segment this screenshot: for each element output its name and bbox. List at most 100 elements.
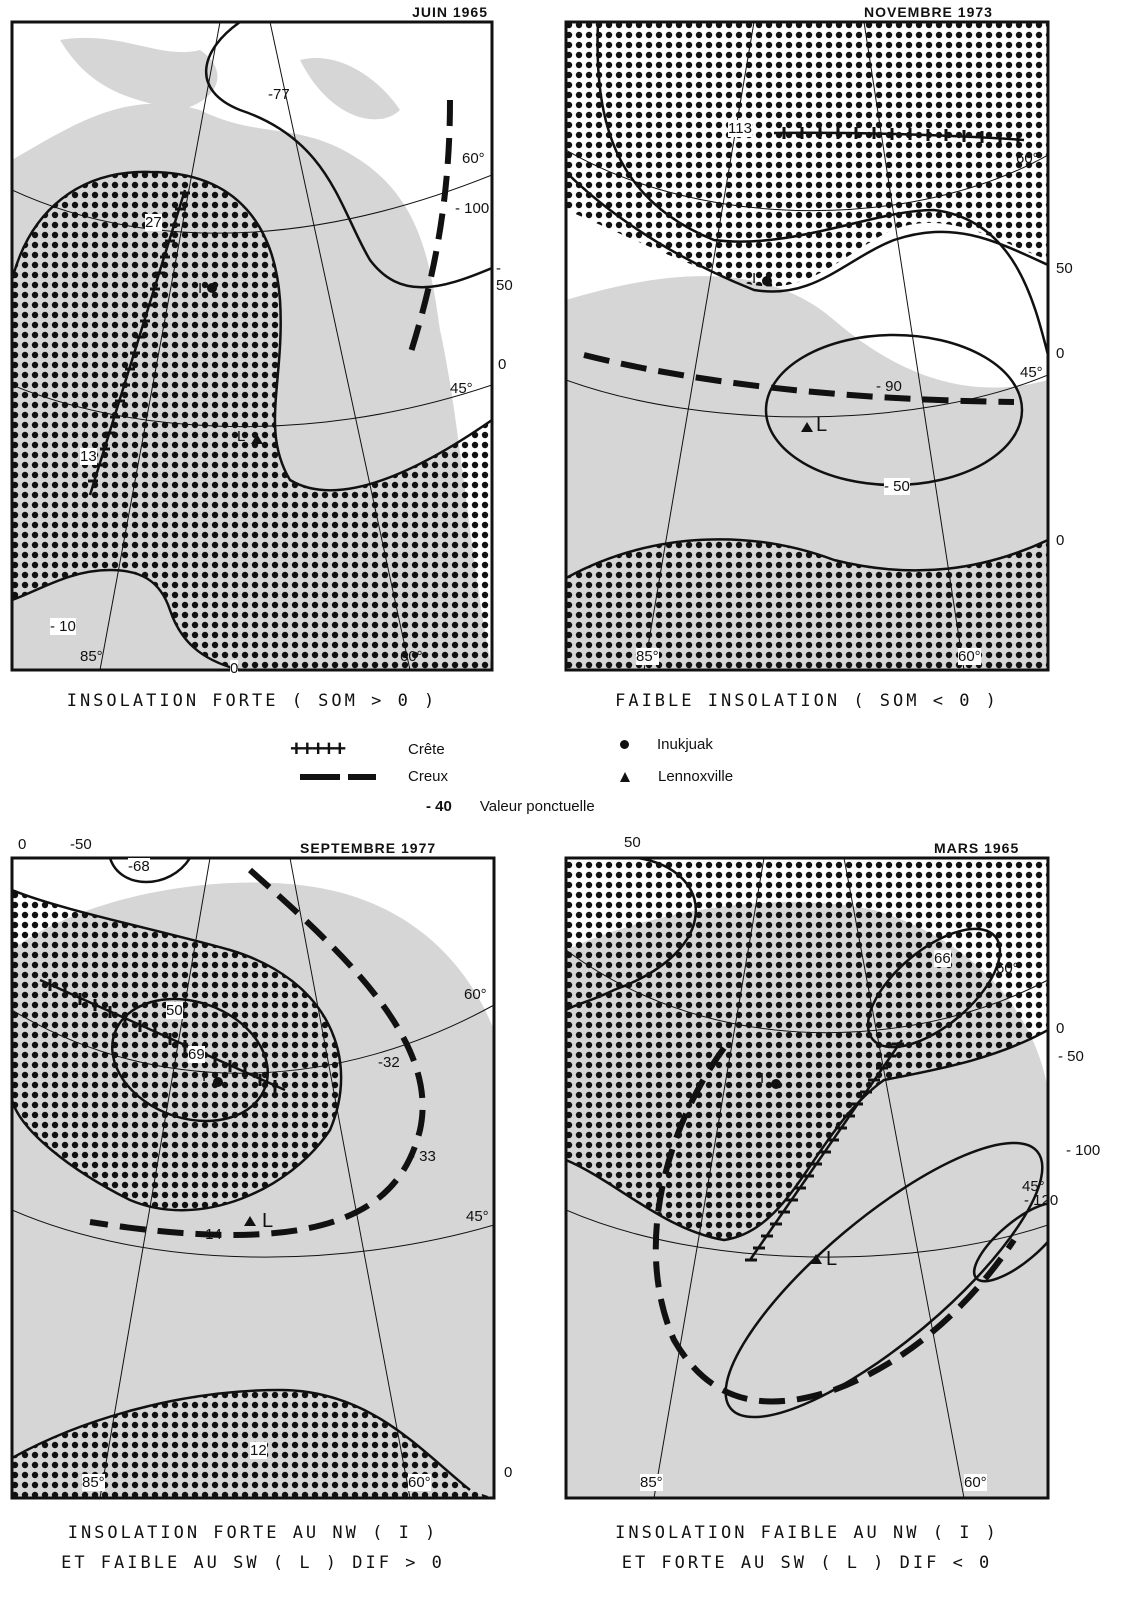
isoline-minus-50 <box>724 1141 1044 1419</box>
lon-label-60: 60° <box>400 648 423 665</box>
map-frame <box>564 20 1050 672</box>
high-zone-dotted <box>566 858 1048 1240</box>
map-title: JUIN 1965 <box>412 4 488 20</box>
station-label-l: L <box>237 428 246 445</box>
isoline-low-north <box>108 858 192 884</box>
lat-label-45: 45° <box>450 380 473 397</box>
value-label: 66 <box>934 950 951 967</box>
station-inukjuak-dot <box>771 1079 781 1089</box>
value-label: - 50 <box>496 260 513 294</box>
legend-point-value-label: Valeur ponctuelle <box>479 798 595 815</box>
caption-line: INSOLATION FAIBLE AU NW ( I ) <box>615 1523 999 1543</box>
map-novembre-1973 <box>564 20 1050 672</box>
trough-line <box>89 867 426 1238</box>
map-mars-1965 <box>564 856 1050 1500</box>
station-inukjuak-dot <box>207 283 217 293</box>
meridian-60 <box>269 22 411 670</box>
caption-line: FAIBLE INSOLATION ( SOM < 0 ) <box>615 691 999 711</box>
high-zone-dotted <box>12 171 492 670</box>
station-label-l: L <box>262 1210 274 1232</box>
point-value-sample: - 40 <box>426 798 452 815</box>
parallel-45 <box>12 384 492 428</box>
station-label-i: I <box>202 1068 207 1085</box>
inukjuak-dot-icon <box>620 740 629 749</box>
lat-label-45: 45° <box>466 1208 489 1225</box>
value-label: 27 <box>145 214 162 231</box>
crest-crosses <box>88 191 190 483</box>
trough-line <box>407 99 453 356</box>
parallel-45 <box>566 374 1048 418</box>
value-label: 113 <box>728 120 752 137</box>
value-label: - 90 <box>876 378 902 395</box>
high-zone-dotted <box>566 539 1048 670</box>
station-label-i: I <box>198 280 203 297</box>
trough-line <box>652 1046 1017 1405</box>
caption-line: ET FAIBLE AU SW ( L ) DIF > 0 <box>61 1553 445 1573</box>
lon-label-85: 85° <box>80 648 103 665</box>
isoline-50 <box>566 858 698 1012</box>
map-title: NOVEMBRE 1973 <box>864 4 993 20</box>
station-lennoxville-triangle <box>810 1254 822 1264</box>
map-title: SEPTEMBRE 1977 <box>300 840 437 856</box>
map-panel-novembre-1973: NOVEMBRE 1973 113 50 0 - 90 - 50 0 60° 4… <box>554 0 1148 711</box>
legend-inukjuak: Inukjuak <box>620 736 713 753</box>
value-label: - 14 <box>196 1226 222 1243</box>
legend-trough: Creux <box>290 768 448 785</box>
station-inukjuak-dot <box>762 276 772 286</box>
value-label: - 100 <box>1066 1142 1101 1159</box>
parallel-60 <box>12 174 492 234</box>
parallel-60 <box>566 949 1048 1034</box>
lon-label-60: 60° <box>958 648 981 665</box>
meridian-85 <box>99 22 221 670</box>
crest-crosses <box>745 1042 904 1262</box>
lon-label-85: 85° <box>82 1474 105 1491</box>
value-label: - 50 <box>884 478 910 495</box>
isoline-minus-120 <box>972 1201 1048 1283</box>
meridian-85 <box>653 858 765 1498</box>
caption-line: INSOLATION FORTE ( SOM > 0 ) <box>66 691 438 711</box>
station-label-l: L <box>826 1248 838 1270</box>
station-label-i: I <box>760 1070 765 1087</box>
legend: +++++ Crête Creux - 40 Valeur ponctuelle… <box>290 736 850 836</box>
isoline-high <box>12 170 492 492</box>
isoline-66 <box>866 927 1002 1049</box>
caption-line: ET FORTE AU SW ( L ) DIF < 0 <box>621 1553 993 1573</box>
map-caption: INSOLATION FORTE AU NW ( I ) ET FAIBLE A… <box>12 1518 494 1578</box>
value-label: 0 <box>18 836 27 853</box>
map-caption: INSOLATION FAIBLE AU NW ( I ) ET FORTE A… <box>566 1518 1048 1578</box>
map-panel-juin-1965: JUIN 1965 -77 - 100 - 50 27 13 0 - 10 0 … <box>0 0 520 711</box>
value-label: 0 <box>1056 532 1065 549</box>
value-label: 0 <box>504 1464 513 1481</box>
meridian-85 <box>99 858 211 1498</box>
map-title: MARS 1965 <box>934 840 1020 856</box>
isoline-center <box>111 997 269 1123</box>
lon-label-85: 85° <box>640 1474 663 1491</box>
lon-label-60: 60° <box>964 1474 987 1491</box>
legend-inukjuak-label: Inukjuak <box>657 736 713 753</box>
value-label: 50 <box>166 1002 183 1019</box>
meridian-60 <box>289 858 411 1498</box>
value-label: -32 <box>378 1054 400 1071</box>
station-lennoxville-triangle <box>251 434 263 444</box>
map-panel-septembre-1977: SEPTEMBRE 1977 0 -50 -68 50 69 -32 - 33 … <box>0 830 554 1613</box>
trough-line <box>583 352 1015 405</box>
value-label: - 120 <box>1024 1192 1059 1209</box>
value-label: 0 <box>230 660 239 677</box>
legend-point-value: - 40 Valeur ponctuelle <box>426 798 595 815</box>
value-label: 12 <box>250 1442 267 1459</box>
lat-label-60: 60° <box>996 960 1019 977</box>
station-label-l: L <box>816 414 828 436</box>
value-label: 50 <box>624 834 641 851</box>
lennoxville-triangle-icon <box>620 771 630 782</box>
value-label: - 10 <box>50 618 76 635</box>
isoline-0-south <box>566 538 1048 580</box>
lon-label-85: 85° <box>636 648 659 665</box>
high-zone-dotted <box>566 22 1048 287</box>
isoline-0-north <box>596 22 1048 356</box>
lat-label-60: 60° <box>1016 150 1039 167</box>
map-panel-mars-1965: MARS 1965 50 66 0 - 50 - 100 - 120 60° 4… <box>554 830 1148 1613</box>
parallel-45 <box>566 1209 1048 1258</box>
lat-label-45: 45° <box>1020 364 1043 381</box>
isoline-0 <box>12 888 343 1212</box>
value-label: 50 <box>1056 260 1073 277</box>
